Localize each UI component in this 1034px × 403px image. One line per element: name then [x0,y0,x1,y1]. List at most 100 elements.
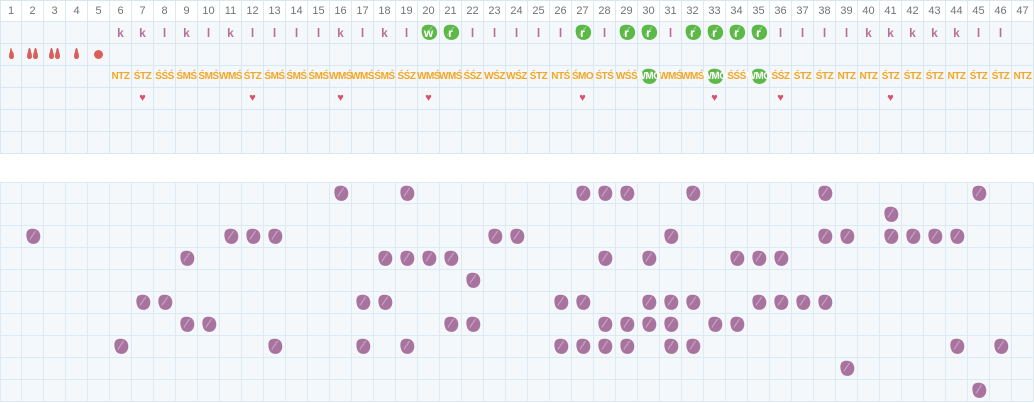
temperature-cell[interactable] [198,182,220,204]
temperature-cell[interactable] [792,226,814,248]
temperature-cell[interactable] [154,380,176,402]
notes-cell[interactable] [88,132,110,154]
temperature-cell[interactable] [946,314,968,336]
temperature-cell[interactable] [660,226,682,248]
bleeding-cell[interactable] [242,44,264,66]
temperature-cell[interactable] [110,248,132,270]
temperature-cell[interactable] [264,270,286,292]
temperature-cell[interactable] [704,292,726,314]
temperature-cell[interactable] [616,314,638,336]
notes-cell[interactable] [770,110,792,132]
bleeding-cell[interactable] [330,44,352,66]
temperature-cell[interactable] [968,182,990,204]
temperature-cell[interactable] [308,336,330,358]
temperature-cell[interactable] [682,204,704,226]
temperature-cell[interactable] [858,226,880,248]
temperature-cell[interactable] [726,226,748,248]
temperature-cell[interactable] [858,336,880,358]
temperature-cell[interactable] [176,182,198,204]
temperature-cell[interactable] [352,358,374,380]
temperature-cell[interactable] [836,336,858,358]
bleeding-cell[interactable] [660,44,682,66]
intercourse-cell[interactable] [506,88,528,110]
temperature-cell[interactable] [1012,270,1034,292]
temperature-cell[interactable] [968,248,990,270]
temperature-cell[interactable] [594,226,616,248]
temperature-cell[interactable] [990,358,1012,380]
notes-cell[interactable] [902,132,924,154]
temperature-cell[interactable] [880,226,902,248]
mucus-code-cell[interactable]: WMŚ [681,66,704,88]
temperature-cell[interactable] [726,270,748,292]
letter-cell[interactable]: l [770,22,792,44]
temperature-cell[interactable] [770,336,792,358]
notes-cell[interactable] [660,110,682,132]
temperature-cell[interactable] [88,336,110,358]
temperature-cell[interactable] [792,204,814,226]
temperature-cell[interactable] [462,292,484,314]
temperature-cell[interactable] [22,248,44,270]
notes-cell[interactable] [880,110,902,132]
temperature-cell[interactable] [616,182,638,204]
temperature-cell[interactable] [1012,336,1034,358]
temperature-cell[interactable] [286,248,308,270]
mucus-code-cell[interactable]: ŚTŚ [594,66,616,88]
temperature-cell[interactable] [66,292,88,314]
temperature-cell[interactable] [858,380,880,402]
notes-cell[interactable] [330,132,352,154]
temperature-cell[interactable] [748,380,770,402]
mucus-code-cell[interactable]: ŚŚŚ [726,66,748,88]
temperature-cell[interactable] [352,380,374,402]
temperature-cell[interactable] [726,248,748,270]
notes-cell[interactable] [0,132,22,154]
temperature-cell[interactable] [682,336,704,358]
temperature-cell[interactable] [66,358,88,380]
temperature-cell[interactable] [704,182,726,204]
intercourse-cell[interactable] [176,88,198,110]
temperature-cell[interactable] [374,182,396,204]
letter-cell[interactable]: l [814,22,836,44]
temperature-cell[interactable] [638,270,660,292]
temperature-cell[interactable] [990,314,1012,336]
temperature-cell[interactable] [264,336,286,358]
notes-cell[interactable] [220,132,242,154]
temperature-cell[interactable] [0,226,22,248]
temperature-cell[interactable] [44,248,66,270]
notes-cell[interactable] [968,132,990,154]
temperature-cell[interactable] [484,380,506,402]
temperature-cell[interactable] [198,358,220,380]
temperature-cell[interactable] [308,314,330,336]
letter-cell[interactable]: l [198,22,220,44]
temperature-cell[interactable] [66,380,88,402]
temperature-cell[interactable] [902,358,924,380]
temperature-cell[interactable] [880,314,902,336]
letter-cell-highlighted[interactable]: r [682,22,704,44]
temperature-cell[interactable] [308,380,330,402]
bleeding-cell[interactable] [44,44,66,66]
temperature-cell[interactable] [44,182,66,204]
intercourse-cell[interactable] [924,88,946,110]
temperature-cell[interactable] [242,336,264,358]
intercourse-cell[interactable] [748,88,770,110]
letter-cell-highlighted[interactable]: r [440,22,462,44]
temperature-cell[interactable] [374,314,396,336]
letter-cell-highlighted[interactable]: r [704,22,726,44]
temperature-cell[interactable] [594,336,616,358]
temperature-cell[interactable] [594,248,616,270]
notes-cell[interactable] [880,132,902,154]
temperature-cell[interactable] [968,270,990,292]
temperature-cell[interactable] [0,314,22,336]
temperature-cell[interactable] [374,336,396,358]
temperature-cell[interactable] [462,182,484,204]
temperature-cell[interactable] [594,182,616,204]
temperature-cell[interactable] [0,292,22,314]
temperature-cell[interactable] [220,292,242,314]
notes-cell[interactable] [484,132,506,154]
temperature-cell[interactable] [0,380,22,402]
temperature-cell[interactable] [264,292,286,314]
temperature-cell[interactable] [418,358,440,380]
notes-cell[interactable] [176,132,198,154]
temperature-cell[interactable] [22,182,44,204]
mucus-code-cell[interactable]: ŚTZ [132,66,154,88]
temperature-cell[interactable] [572,270,594,292]
